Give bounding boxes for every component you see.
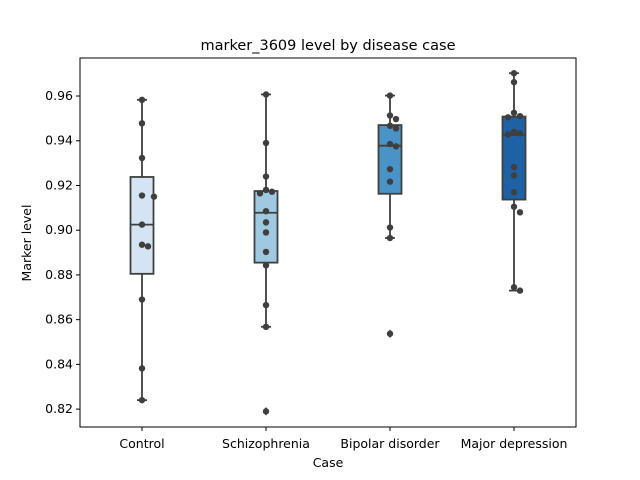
data-point (262, 248, 270, 256)
y-tick-label: 0.84 (45, 356, 73, 371)
data-point (386, 165, 394, 173)
data-point (268, 188, 276, 195)
data-point (510, 203, 518, 210)
data-point (504, 131, 512, 138)
data-point (386, 112, 394, 119)
data-point (510, 128, 518, 135)
data-point (138, 221, 146, 228)
data-point (510, 163, 518, 171)
data-point (516, 130, 524, 137)
data-point (262, 229, 270, 236)
data-point (392, 125, 400, 132)
data-point (510, 70, 518, 77)
data-point (138, 120, 146, 127)
data-point (386, 234, 394, 242)
y-tick-label: 0.96 (45, 88, 73, 103)
data-point (138, 241, 146, 248)
data-point (504, 114, 512, 121)
data-point (516, 287, 524, 294)
data-point (516, 209, 524, 216)
data-point (386, 140, 394, 148)
data-point (262, 408, 270, 415)
chart-title: marker_3609 level by disease case (201, 38, 456, 54)
data-point (510, 109, 518, 116)
plot-frame (79, 57, 577, 428)
data-point (262, 301, 270, 309)
data-point (138, 96, 146, 104)
x-tick-label: Control (119, 436, 164, 451)
data-point (510, 188, 518, 196)
y-axis-label: Marker level (19, 205, 34, 282)
data-point (392, 115, 400, 123)
x-tick-label: Bipolar disorder (340, 436, 440, 451)
y-tick-label: 0.86 (45, 312, 73, 327)
data-point (510, 284, 518, 291)
y-tick-label: 0.82 (45, 401, 73, 416)
box-group-3 (501, 72, 527, 292)
data-point (262, 173, 270, 180)
data-point (262, 207, 270, 215)
data-point (262, 219, 270, 226)
data-point (150, 193, 158, 200)
data-point (262, 186, 270, 194)
data-point (392, 143, 400, 150)
x-axis-label: Case (313, 455, 344, 470)
data-point (144, 243, 152, 250)
data-point (386, 122, 394, 129)
data-point (386, 92, 394, 99)
y-tick-label: 0.94 (45, 133, 73, 148)
data-point (138, 396, 146, 404)
data-point (262, 262, 270, 269)
data-point (510, 172, 518, 179)
data-point (262, 139, 270, 147)
data-point (516, 112, 524, 120)
y-tick-label: 0.90 (45, 222, 73, 237)
data-point (510, 78, 518, 86)
data-point (386, 178, 394, 185)
data-point (138, 154, 146, 162)
data-point (386, 330, 394, 337)
data-point (138, 296, 146, 303)
data-point (262, 91, 270, 98)
y-tick-label: 0.88 (45, 267, 73, 282)
data-point (256, 190, 264, 197)
data-point (138, 365, 146, 372)
box-group-0 (129, 98, 155, 402)
x-tick-label: Schizophrenia (222, 436, 310, 451)
y-tick-label: 0.92 (45, 177, 73, 192)
data-point (262, 323, 270, 331)
data-point (386, 224, 394, 231)
x-tick-label: Major depression (461, 436, 568, 451)
box-group-2 (377, 94, 403, 339)
data-point (138, 192, 146, 199)
